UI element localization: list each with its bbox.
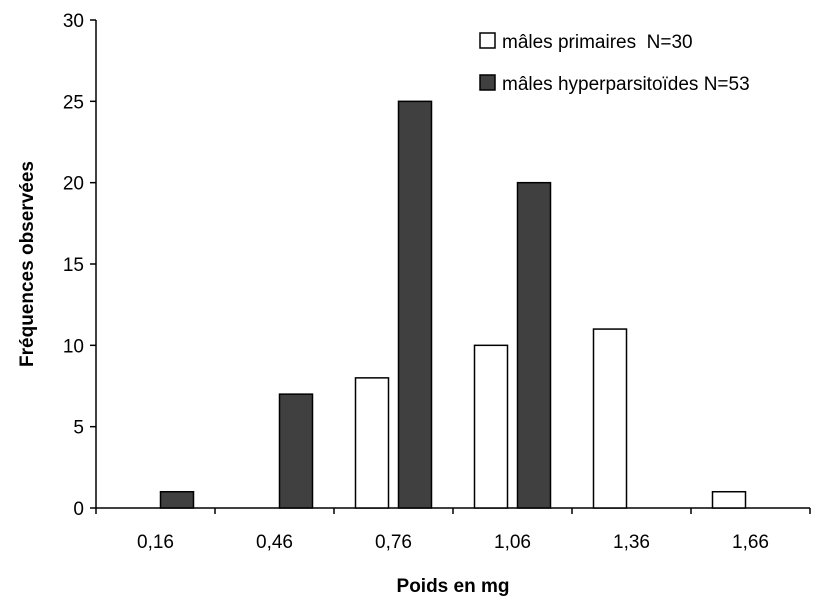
y-tick-label: 15 (63, 255, 84, 276)
x-tick-label: 1,06 (494, 532, 531, 553)
bar-series-1-1-06 (473, 344, 509, 509)
x-tick-label: 1,66 (732, 532, 769, 553)
legend-label-2: mâles hyperparsitoïdes N=53 (502, 74, 750, 95)
bars (159, 100, 747, 509)
y-tick-label: 0 (73, 499, 84, 520)
x-axis-title: Poids en mg (397, 576, 510, 597)
x-tick-label: 0,16 (137, 532, 174, 553)
legend-swatch-2 (479, 74, 496, 91)
bar-series-2-0-46 (278, 393, 314, 509)
y-tick-label: 10 (63, 336, 84, 357)
bar-series-2-0-76 (397, 100, 433, 509)
x-axis: 0,16 0,46 0,76 1,06 1,36 1,66 (95, 507, 811, 553)
y-tick-label: 25 (63, 92, 84, 113)
x-tick-label: 0,76 (375, 532, 412, 553)
y-tick-label: 5 (73, 418, 84, 439)
bar-series-2-1-06 (516, 181, 552, 509)
y-tick-label: 30 (63, 11, 84, 32)
bar-series-1-0-76 (354, 377, 390, 509)
y-axis-title: Fréquences observées (17, 161, 38, 367)
legend: mâles primaires N=30 mâles hyperparsitoïd… (479, 32, 750, 95)
legend-swatch-1 (479, 32, 496, 49)
x-tick-label: 0,46 (256, 532, 293, 553)
bar-series-1-1-66 (711, 490, 747, 509)
legend-label-1: mâles primaires N=30 (502, 32, 693, 53)
y-tick-label: 20 (63, 174, 84, 195)
x-tick-label: 1,36 (613, 532, 650, 553)
bar-series-2-0-16 (159, 490, 195, 509)
y-axis: 0 5 10 15 20 25 30 (63, 11, 97, 520)
bar-series-1-1-36 (592, 328, 628, 509)
